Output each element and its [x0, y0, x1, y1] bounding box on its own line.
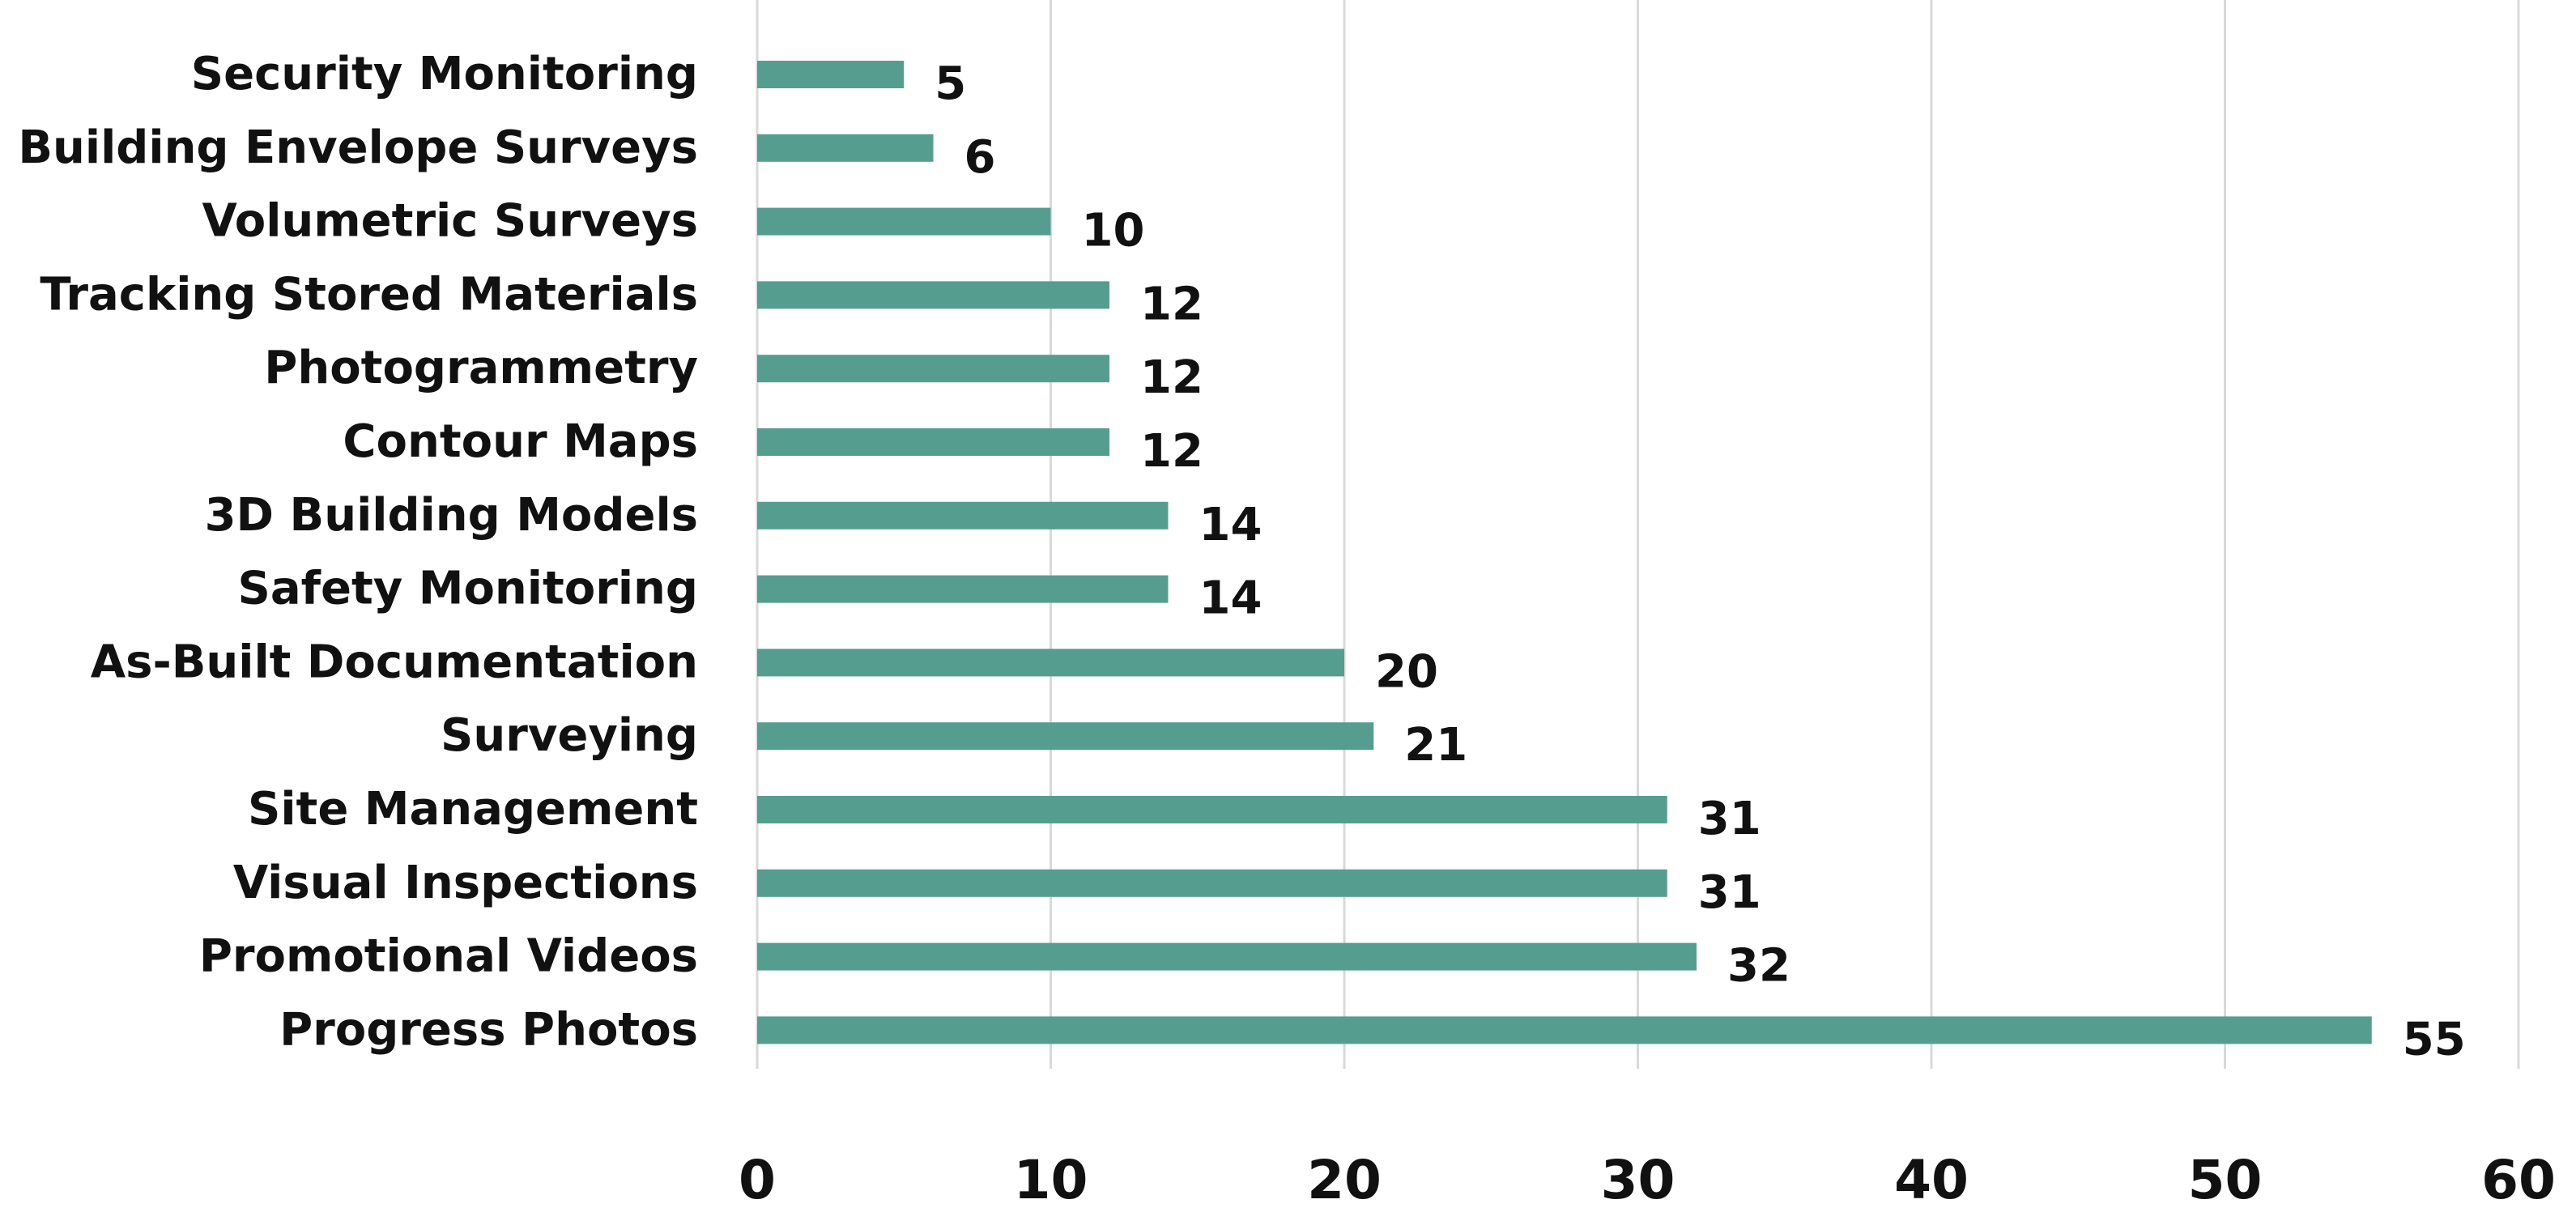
data-label: 55: [2403, 1013, 2466, 1065]
category-label: Promotional Videos: [199, 930, 698, 983]
category-labels: Security Monitoring Building Envelope Sur…: [18, 48, 698, 1056]
data-label: 14: [1199, 572, 1262, 625]
bar: [757, 207, 1051, 236]
data-label: 20: [1375, 645, 1438, 698]
category-label: Volumetric Surveys: [202, 195, 698, 248]
category-label: Tracking Stored Materials: [40, 268, 698, 321]
data-label: 12: [1140, 278, 1203, 330]
x-tick-label: 10: [1014, 1149, 1088, 1211]
x-tick-label: 40: [1894, 1149, 1969, 1211]
x-tick-label: 20: [1307, 1149, 1382, 1211]
bar: [757, 796, 1667, 823]
data-label: 12: [1140, 351, 1203, 404]
bars: [757, 61, 2372, 1044]
data-label: 32: [1727, 940, 1790, 993]
category-label: Visual Inspections: [233, 857, 698, 909]
data-label: 5: [935, 57, 966, 110]
x-tick-label: 30: [1601, 1149, 1675, 1211]
value-labels: 5 6 10 12 12 12 14 14 20 21 31 31 32 55: [935, 57, 2465, 1065]
gridlines: [756, 0, 2520, 1069]
data-label: 10: [1082, 205, 1145, 257]
x-axis-tick-labels: 0 10 20 30 40 50 60: [739, 1149, 2556, 1211]
category-label: Photogrammetry: [264, 342, 698, 394]
category-label: Safety Monitoring: [237, 563, 698, 615]
category-label: As-Built Documentation: [91, 636, 698, 688]
bar: [757, 281, 1109, 309]
category-label: Building Envelope Surveys: [18, 121, 698, 174]
bar: [757, 134, 934, 162]
bar: [757, 355, 1109, 383]
bar: [757, 942, 1697, 971]
bar: [757, 61, 905, 88]
data-label: 6: [964, 131, 996, 184]
category-label: Progress Photos: [279, 1003, 698, 1056]
bar: [757, 649, 1344, 677]
bar: [757, 428, 1109, 456]
data-label: 12: [1140, 425, 1203, 478]
bar: [757, 575, 1169, 603]
bar: [757, 722, 1374, 751]
x-tick-label: 0: [739, 1149, 776, 1211]
category-label: Site Management: [248, 783, 698, 836]
data-label: 21: [1404, 719, 1467, 772]
category-label: 3D Building Models: [205, 489, 698, 542]
bar: [757, 869, 1667, 897]
data-label: 31: [1698, 866, 1761, 919]
bar: [757, 501, 1169, 530]
x-tick-label: 50: [2188, 1149, 2263, 1211]
bar: [757, 1016, 2372, 1044]
data-label: 31: [1698, 793, 1761, 845]
data-label: 14: [1199, 499, 1262, 551]
category-label: Contour Maps: [343, 415, 698, 468]
category-label: Security Monitoring: [191, 48, 698, 100]
x-tick-label: 60: [2481, 1149, 2556, 1211]
category-label: Surveying: [441, 709, 698, 762]
